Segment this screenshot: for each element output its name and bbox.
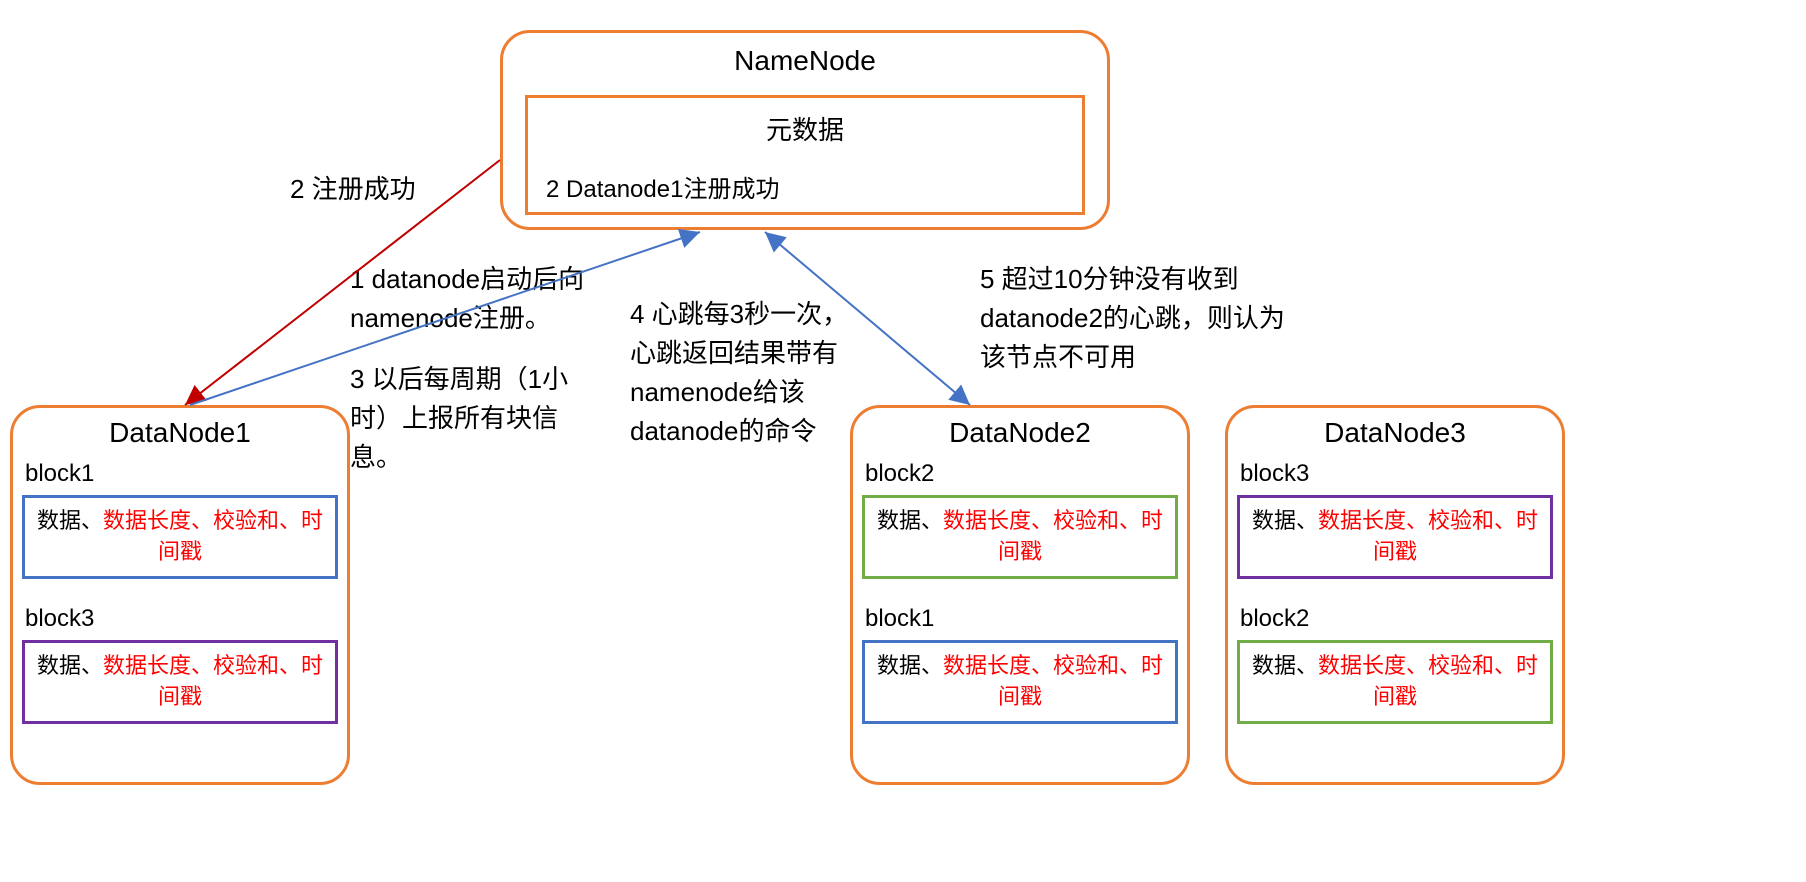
block-label: block1 — [865, 605, 934, 633]
annotation-label-1: 2 注册成功 — [290, 170, 490, 209]
block-label: block2 — [1240, 605, 1309, 633]
block-box: 数据、数据长度、校验和、时间戳 — [862, 495, 1178, 579]
block-box: 数据、数据长度、校验和、时间戳 — [862, 640, 1178, 724]
block-box: 数据、数据长度、校验和、时间戳 — [1237, 495, 1553, 579]
namenode-inner-line: 2 Datanode1注册成功 — [528, 169, 1082, 204]
datanode-title-3: DataNode3 — [1225, 417, 1565, 449]
namenode-inner-box: 元数据 2 Datanode1注册成功 — [525, 95, 1085, 215]
annotation-label-3: 3 以后每周期（1小时）上报所有块信息。 — [350, 360, 580, 477]
block-box: 数据、数据长度、校验和、时间戳 — [22, 495, 338, 579]
namenode-title: NameNode — [500, 45, 1110, 77]
namenode-inner-title: 元数据 — [528, 110, 1082, 147]
block-label: block2 — [865, 460, 934, 488]
datanode-title-2: DataNode2 — [850, 417, 1190, 449]
block-label: block3 — [1240, 460, 1309, 488]
block-box: 数据、数据长度、校验和、时间戳 — [1237, 640, 1553, 724]
block-label: block3 — [25, 605, 94, 633]
annotation-label-2: 1 datanode启动后向namenode注册。 — [350, 260, 630, 338]
block-label: block1 — [25, 460, 94, 488]
annotation-label-5: 5 超过10分钟没有收到datanode2的心跳，则认为该节点不可用 — [980, 260, 1310, 377]
datanode-title-1: DataNode1 — [10, 417, 350, 449]
annotation-label-4: 4 心跳每3秒一次，心跳返回结果带有namenode给该datanode的命令 — [630, 295, 860, 451]
block-box: 数据、数据长度、校验和、时间戳 — [22, 640, 338, 724]
